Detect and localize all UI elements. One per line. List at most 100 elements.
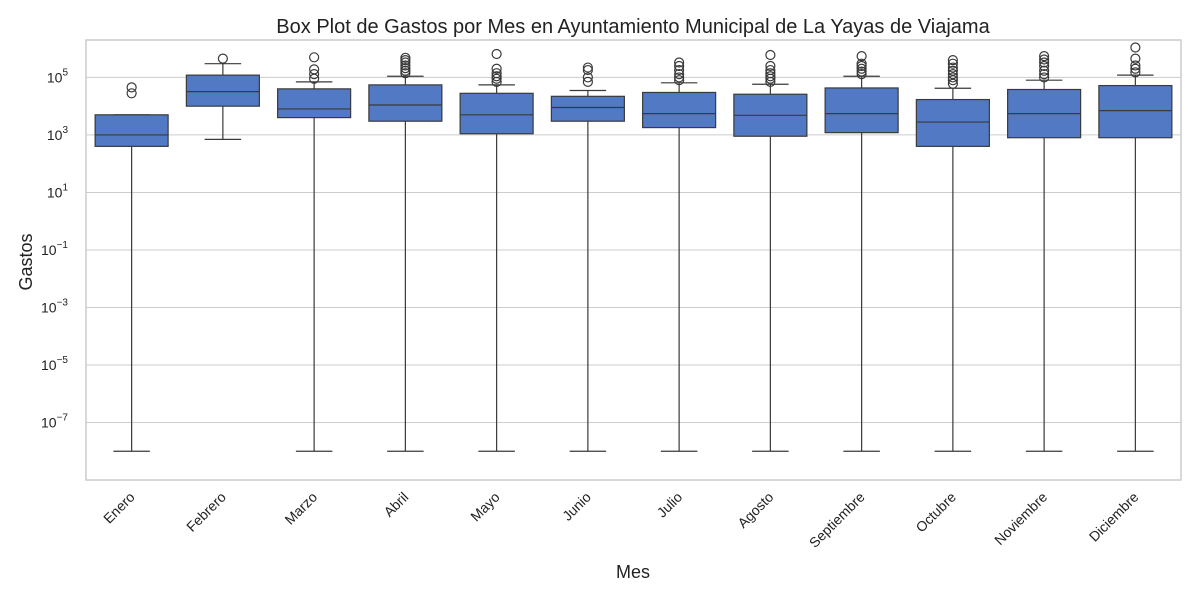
outlier-point (126, 82, 137, 93)
outlier-point (1039, 69, 1050, 80)
x-tick-label: Abril (380, 489, 411, 520)
outlier-point (947, 62, 958, 73)
outlier-point (400, 65, 411, 76)
y-tick-label: 10−5 (41, 355, 68, 373)
grid-lines (86, 76, 1181, 423)
outlier-point (1039, 57, 1050, 68)
outlier-point (947, 69, 958, 80)
y-tick-label: 103 (47, 125, 69, 143)
outlier-point (491, 71, 502, 82)
box-series (94, 42, 1173, 452)
outlier-point (582, 76, 593, 87)
y-tick-label: 105 (47, 67, 69, 85)
x-tick-label: Septiembre (806, 489, 868, 551)
outlier-point (400, 60, 411, 71)
outlier-point (765, 71, 776, 82)
outlier-point (1130, 60, 1141, 71)
outlier-point (765, 60, 776, 72)
x-tick-label: Agosto (734, 489, 776, 531)
outlier-point (1039, 72, 1050, 83)
box-julio (642, 57, 717, 452)
box-septiembre (824, 51, 899, 452)
outlier-point (582, 64, 593, 76)
outlier-point (400, 57, 411, 68)
box-octubre (915, 54, 990, 452)
y-axis-label: Gastos (16, 233, 36, 290)
outlier-point (1039, 65, 1050, 76)
outlier-point (674, 57, 685, 68)
outlier-point (947, 78, 958, 89)
outlier-point (674, 75, 685, 86)
outlier-point (765, 68, 776, 79)
outlier-point (856, 58, 867, 69)
x-tick-label: Mayo (467, 489, 503, 525)
iqr-box (824, 87, 899, 134)
x-tick-label: Junio (559, 489, 594, 524)
iqr-box (1098, 84, 1173, 139)
outlier-point (947, 54, 958, 66)
outlier-point (1039, 54, 1050, 65)
x-tick-label: Enero (100, 489, 138, 527)
box-abril (368, 52, 443, 452)
iqr-box (642, 91, 717, 129)
chart-title: Box Plot de Gastos por Mes en Ayuntamien… (276, 16, 990, 38)
outlier-point (947, 58, 958, 69)
outlier-point (1130, 53, 1141, 64)
outlier-point (765, 64, 776, 76)
y-tick-label: 10−1 (41, 240, 68, 258)
outlier-point (856, 69, 867, 80)
x-tick-label: Febrero (183, 489, 229, 535)
y-tick-label: 10−3 (41, 297, 68, 315)
outlier-point (674, 72, 685, 83)
box-junio (550, 62, 625, 452)
outlier-point (582, 62, 593, 73)
y-tick-label: 10−7 (41, 412, 68, 430)
outlier-point (765, 49, 776, 61)
outlier-point (400, 52, 411, 63)
x-tick-label: Octubre (912, 489, 959, 536)
iqr-box (915, 98, 990, 147)
y-axis-ticks: 10−7 10−5 10−3 10−1 101 103 105 (41, 67, 68, 430)
outlier-point (674, 69, 685, 80)
outlier-point (1130, 67, 1141, 78)
outlier-point (947, 72, 958, 83)
x-tick-label: Diciembre (1086, 489, 1142, 545)
outlier-point (1130, 42, 1141, 53)
x-axis-label: Mes (616, 562, 650, 582)
outlier-point (309, 64, 320, 75)
x-tick-label: Julio (654, 489, 686, 521)
outlier-point (1039, 60, 1050, 72)
box-agosto (733, 49, 808, 452)
iqr-box (550, 95, 625, 122)
x-tick-label: Marzo (281, 489, 320, 528)
outlier-point (400, 63, 411, 74)
outlier-point (1039, 51, 1050, 62)
iqr-box (459, 92, 534, 135)
outlier-point (1130, 63, 1141, 74)
outlier-point (856, 63, 867, 74)
outlier-point (582, 72, 593, 83)
outlier-point (674, 64, 685, 76)
iqr-box (368, 84, 443, 122)
box-enero (94, 82, 169, 452)
box-diciembre (1098, 42, 1173, 452)
outlier-point (309, 52, 320, 63)
outlier-point (217, 53, 228, 64)
outlier-point (856, 51, 867, 62)
box-mayo (459, 48, 534, 452)
outlier-point (491, 68, 502, 79)
outlier-point (491, 63, 502, 74)
outlier-point (674, 60, 685, 72)
iqr-box (185, 74, 260, 107)
outlier-point (856, 66, 867, 77)
outlier-point (309, 69, 320, 80)
iqr-box (277, 88, 352, 119)
box-noviembre (1007, 51, 1082, 452)
x-axis-ticks: Enero Febrero Marzo Abril Mayo Junio Julio Agos… (100, 489, 1142, 551)
outlier-point (947, 65, 958, 76)
outlier-point (400, 68, 411, 79)
outlier-point (491, 48, 502, 60)
iqr-box (94, 114, 169, 147)
